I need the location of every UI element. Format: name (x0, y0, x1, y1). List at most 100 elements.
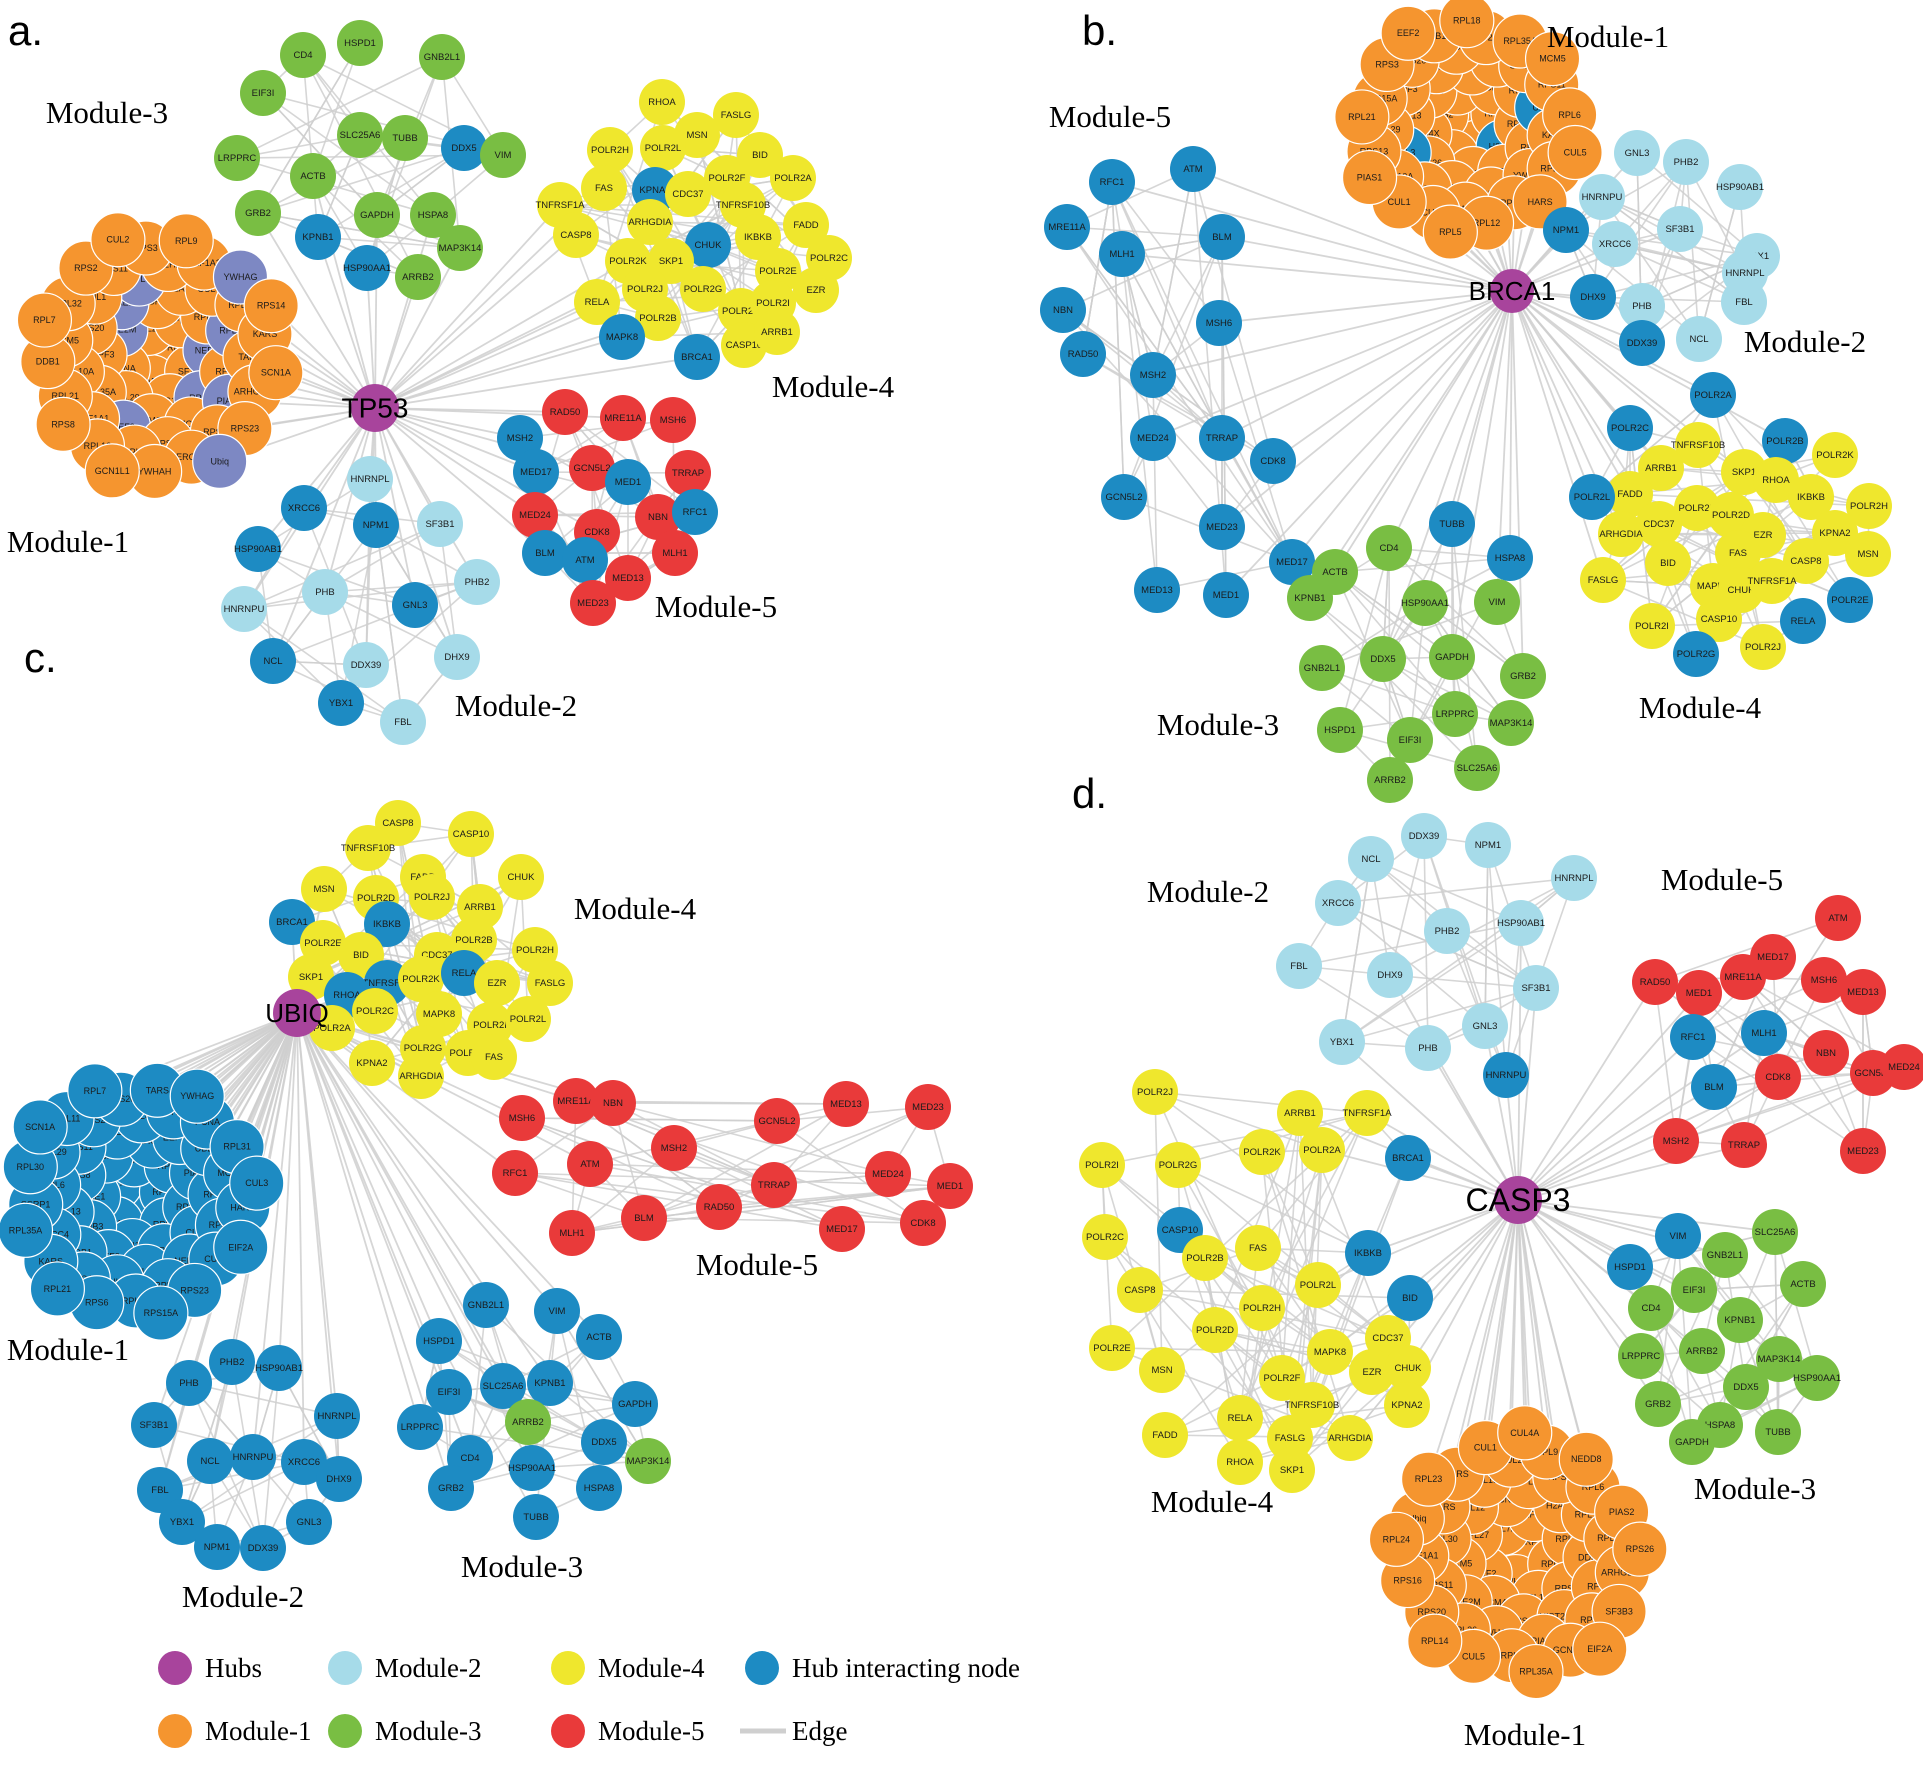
network-node[interactable] (229, 1155, 285, 1211)
network-node[interactable] (1182, 1235, 1228, 1281)
network-node[interactable] (1715, 530, 1761, 576)
network-node[interactable] (1327, 1415, 1373, 1461)
network-node[interactable] (187, 1438, 233, 1484)
network-node[interactable] (1203, 572, 1249, 618)
network-node[interactable] (1385, 1345, 1431, 1391)
network-node[interactable] (1089, 159, 1135, 205)
network-node[interactable] (437, 225, 483, 271)
network-node[interactable] (345, 825, 391, 871)
network-node[interactable] (1401, 813, 1447, 859)
network-node[interactable] (605, 555, 651, 601)
network-node[interactable] (509, 1445, 555, 1491)
network-node[interactable] (1196, 300, 1242, 346)
network-node[interactable] (281, 485, 327, 531)
network-node[interactable] (1657, 206, 1703, 252)
network-node[interactable] (398, 1053, 444, 1099)
network-node[interactable] (1780, 1261, 1826, 1307)
network-node[interactable] (1607, 471, 1653, 517)
network-node[interactable] (1315, 880, 1361, 926)
network-node[interactable] (1432, 691, 1478, 737)
network-node[interactable] (235, 526, 281, 572)
network-node[interactable] (625, 1438, 671, 1484)
network-node[interactable] (1341, 149, 1398, 206)
network-node[interactable] (1780, 598, 1826, 644)
network-node[interactable] (1635, 1381, 1681, 1427)
network-node[interactable] (169, 1068, 225, 1124)
network-node[interactable] (1607, 405, 1653, 451)
network-node[interactable] (1385, 1135, 1431, 1181)
network-node[interactable] (454, 559, 500, 605)
network-node[interactable] (635, 494, 681, 540)
network-node[interactable] (1619, 283, 1665, 329)
network-node[interactable] (1762, 418, 1808, 464)
network-node[interactable] (1155, 1142, 1201, 1188)
network-node[interactable] (1235, 1225, 1281, 1271)
network-node[interactable] (1551, 855, 1597, 901)
network-node[interactable] (1465, 822, 1511, 868)
network-node[interactable] (1679, 1328, 1725, 1374)
network-node[interactable] (569, 445, 615, 491)
network-node[interactable] (1199, 504, 1245, 550)
network-node[interactable] (553, 1078, 599, 1124)
network-node[interactable] (754, 1098, 800, 1144)
network-node[interactable] (1845, 531, 1891, 577)
network-node[interactable] (713, 92, 759, 138)
network-node[interactable] (90, 212, 146, 268)
network-node[interactable] (1753, 457, 1799, 503)
network-node[interactable] (441, 125, 487, 171)
network-node[interactable] (499, 1095, 545, 1141)
network-node[interactable] (651, 1125, 697, 1171)
network-node[interactable] (337, 112, 383, 158)
network-node[interactable] (621, 1195, 667, 1241)
network-node[interactable] (1572, 1621, 1628, 1677)
network-node[interactable] (1429, 501, 1475, 547)
network-node[interactable] (353, 502, 399, 548)
network-node[interactable] (1380, 5, 1436, 61)
network-node[interactable] (159, 1499, 205, 1545)
network-node[interactable] (1474, 579, 1520, 625)
network-node[interactable] (474, 960, 520, 1006)
network-node[interactable] (599, 314, 645, 360)
network-node[interactable] (314, 1393, 360, 1439)
network-node[interactable] (1721, 1122, 1767, 1168)
network-node[interactable] (1840, 1128, 1886, 1174)
network-node[interactable] (1387, 1275, 1433, 1321)
network-node[interactable] (600, 395, 646, 441)
network-node[interactable] (1079, 1142, 1125, 1188)
network-node[interactable] (574, 279, 620, 325)
network-node[interactable] (1755, 1054, 1801, 1100)
network-node[interactable] (1307, 1329, 1353, 1375)
network-node[interactable] (1117, 1267, 1163, 1313)
network-node[interactable] (612, 1381, 658, 1427)
network-node[interactable] (1696, 596, 1742, 642)
network-node[interactable] (512, 492, 558, 538)
network-node[interactable] (1670, 1014, 1716, 1060)
network-node[interactable] (1089, 1325, 1135, 1371)
network-node[interactable] (302, 569, 348, 615)
network-node[interactable] (1384, 1382, 1430, 1428)
network-node[interactable] (522, 530, 568, 576)
network-node[interactable] (1547, 124, 1603, 181)
network-node[interactable] (1717, 164, 1763, 210)
network-node[interactable] (343, 642, 389, 688)
network-node[interactable] (1192, 1307, 1238, 1353)
network-node[interactable] (1721, 279, 1767, 325)
network-node[interactable] (1139, 1347, 1185, 1393)
network-node[interactable] (751, 1162, 797, 1208)
network-node[interactable] (562, 537, 608, 583)
network-node[interactable] (1846, 483, 1892, 529)
network-node[interactable] (1840, 969, 1886, 1015)
network-node[interactable] (1259, 1355, 1305, 1401)
network-node[interactable] (1612, 1521, 1668, 1577)
network-node[interactable] (1638, 445, 1684, 491)
network-node[interactable] (1319, 1019, 1365, 1065)
network-node[interactable] (471, 1034, 517, 1080)
network-node[interactable] (281, 1439, 327, 1485)
network-node[interactable] (672, 489, 718, 535)
network-node[interactable] (1803, 1030, 1849, 1076)
hub-node[interactable] (1494, 1176, 1542, 1224)
hub-node[interactable] (273, 989, 321, 1037)
network-node[interactable] (397, 1404, 443, 1450)
network-node[interactable] (680, 266, 726, 312)
network-node[interactable] (1099, 231, 1145, 277)
